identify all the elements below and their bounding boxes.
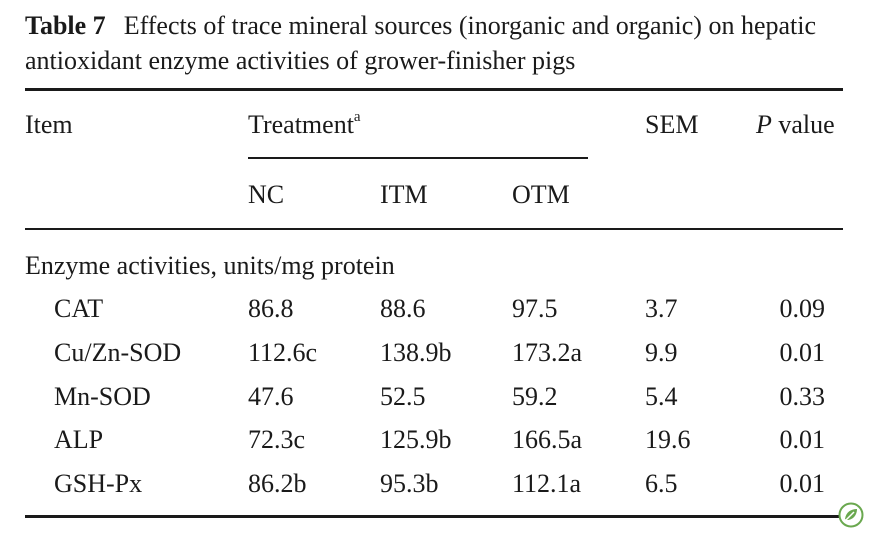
row-p: 0.09 (779, 294, 826, 323)
header-itm: ITM (380, 180, 428, 209)
bottom-rule (25, 515, 843, 518)
header-nc: NC (248, 180, 285, 209)
row-item: GSH-Px (54, 469, 143, 498)
section-label: Enzyme activities, units/mg protein (25, 251, 395, 280)
row-itm: 95.3b (380, 469, 439, 498)
treatment-rule (248, 157, 588, 159)
row-itm: 125.9b (380, 425, 452, 454)
row-otm: 173.2a (512, 338, 583, 367)
row-p: 0.01 (779, 469, 826, 498)
header-p-letter: P (756, 110, 772, 139)
row-item: CAT (54, 294, 104, 323)
header-bottom-rule (25, 228, 843, 230)
header-p-value: P value (756, 110, 835, 140)
row-p: 0.01 (779, 338, 826, 367)
header-p-rest: value (771, 110, 835, 139)
header-treatment: Treatmenta (248, 110, 361, 140)
leaf-badge-icon (838, 502, 864, 528)
row-itm: 88.6 (380, 294, 426, 323)
row-otm: 59.2 (512, 382, 558, 411)
row-otm: 166.5a (512, 425, 583, 454)
row-sem: 19.6 (645, 425, 691, 454)
row-nc: 112.6c (248, 338, 318, 367)
row-itm: 138.9b (380, 338, 452, 367)
row-otm: 112.1a (512, 469, 582, 498)
row-otm: 97.5 (512, 294, 558, 323)
header-treatment-label: Treatment (248, 110, 354, 139)
row-nc: 72.3c (248, 425, 306, 454)
header-sem: SEM (645, 110, 699, 139)
header-item: Item (25, 110, 73, 139)
table-caption: Table 7 Effects of trace mineral sources … (25, 8, 855, 78)
row-nc: 86.8 (248, 294, 294, 323)
row-nc: 86.2b (248, 469, 307, 498)
row-item: ALP (54, 425, 104, 454)
row-nc: 47.6 (248, 382, 294, 411)
top-rule (25, 88, 843, 91)
row-item: Cu/Zn-SOD (54, 338, 182, 367)
row-sem: 3.7 (645, 294, 678, 323)
row-p: 0.33 (779, 382, 826, 411)
header-otm: OTM (512, 180, 570, 209)
header-treatment-footnote: a (353, 109, 361, 126)
row-itm: 52.5 (380, 382, 426, 411)
table-label: Table 7 (25, 11, 106, 40)
table-caption-text: Effects of trace mineral sources (inorga… (25, 11, 817, 75)
row-p: 0.01 (779, 425, 826, 454)
row-item: Mn-SOD (54, 382, 151, 411)
row-sem: 6.5 (645, 469, 678, 498)
row-sem: 9.9 (645, 338, 678, 367)
row-sem: 5.4 (645, 382, 678, 411)
